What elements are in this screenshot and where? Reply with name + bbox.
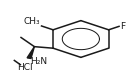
Text: HCl: HCl (17, 63, 33, 72)
Text: H₂N: H₂N (30, 57, 47, 66)
Polygon shape (27, 47, 34, 58)
Text: CH₃: CH₃ (24, 17, 40, 26)
Text: F: F (120, 22, 125, 31)
